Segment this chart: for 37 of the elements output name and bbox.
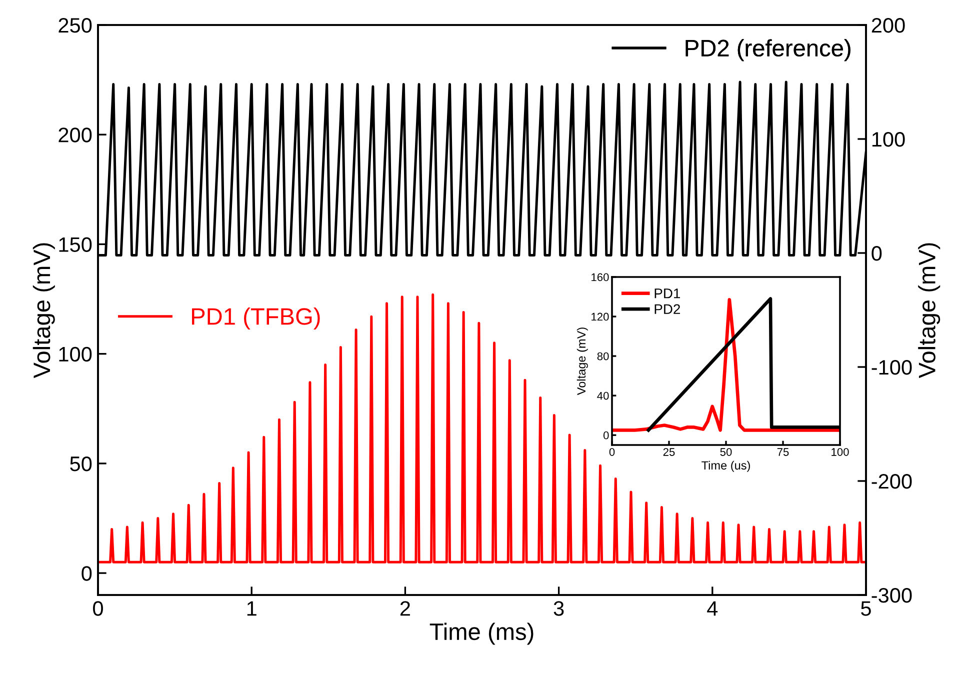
y-tick-label: 160 [592, 273, 609, 282]
x-tick-label: 2 [400, 601, 410, 616]
y-tick-label: 150 [59, 237, 92, 252]
y-tick-label: 250 [58, 18, 92, 33]
x-tick-label: 25 [663, 448, 675, 456]
x-axis-title: Time (ms) [430, 622, 534, 645]
legend-label: PD1 (TFBG) [192, 308, 320, 330]
legend-label: PD2 [654, 304, 680, 314]
x-axis-title: Time (us) [702, 460, 750, 472]
y-axis-title: Voltage (mV) [32, 243, 55, 378]
x-tick-label: 0 [93, 601, 103, 616]
x-tick-label: 4 [707, 601, 718, 616]
y2-tick-label: 100 [872, 132, 905, 147]
x-tick-label: 100 [832, 448, 849, 456]
y-tick-label: 120 [592, 312, 609, 321]
x-tick-label: 50 [720, 448, 732, 456]
y-tick-label: 0 [603, 431, 609, 440]
x-tick-label: 3 [554, 601, 564, 616]
y-tick-label: 100 [59, 346, 92, 362]
y-axis-title: Voltage (mV) [576, 328, 588, 396]
y-tick-label: 40 [597, 392, 609, 400]
x-tick-label: 0 [609, 448, 615, 456]
y-tick-label: 200 [58, 128, 92, 142]
legend-label: PD2 (reference) [686, 39, 850, 62]
line-series [612, 298, 840, 432]
y2-tick-label: 0 [872, 246, 882, 261]
y2-tick-label: -100 [872, 360, 912, 375]
x-tick-label: 1 [247, 601, 256, 616]
x-tick-label: 75 [777, 448, 789, 456]
y-tick-label: 80 [597, 352, 609, 360]
legend-label: PD1 [654, 288, 680, 298]
y2-tick-label: -300 [872, 588, 912, 603]
y2-tick-label: -200 [872, 474, 912, 489]
y2-axis-title: Voltage (mV) [918, 243, 940, 378]
x-tick-label: 5 [861, 601, 871, 616]
y-tick-label: 0 [82, 566, 92, 581]
y2-tick-label: 200 [872, 18, 905, 33]
